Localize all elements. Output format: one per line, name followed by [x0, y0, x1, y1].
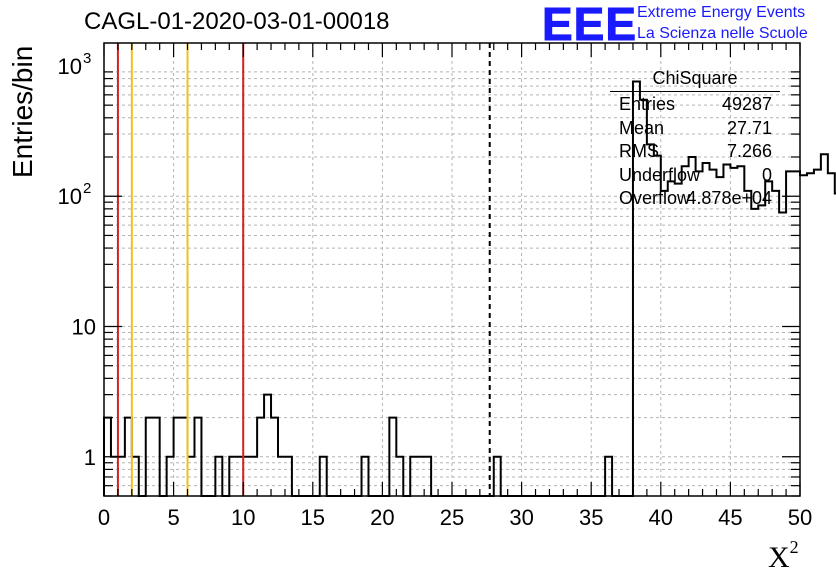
x-tick-label: 25 — [440, 505, 464, 530]
stat-value: 4.878e+04 — [686, 188, 772, 208]
stats-box: ChiSquare Entries 49287 Mean 27.71 RMS 7.26… — [610, 68, 780, 212]
histogram-bin — [167, 457, 174, 496]
histogram-bin — [696, 171, 703, 496]
x-tick-label: 45 — [718, 505, 742, 530]
histogram-bin — [132, 457, 139, 496]
histogram-bin — [188, 457, 195, 496]
logo-line-2: La Scienza nelle Scuole — [637, 25, 808, 42]
histogram-bin — [194, 418, 201, 496]
histogram-bin — [703, 163, 710, 496]
stat-label: Underflow — [619, 164, 701, 185]
histogram-bin — [410, 457, 417, 496]
histogram-bin — [661, 191, 668, 496]
histogram-bin — [737, 166, 744, 496]
y-tick-label: 10 — [58, 54, 82, 79]
stats-row-overflow: Overflow 4.878e+04 — [610, 188, 780, 212]
stat-label: Overflow — [619, 188, 691, 208]
histogram-bin — [744, 191, 751, 496]
histogram-bin — [424, 457, 431, 496]
y-tick-label-exponent: 3 — [83, 50, 91, 67]
x-tick-label: 10 — [231, 505, 255, 530]
x-axis-label-sup: 2 — [789, 537, 799, 557]
histogram-bin — [125, 418, 132, 496]
histogram-bin — [668, 181, 675, 496]
histogram-bin — [786, 171, 793, 496]
eee-logo-text: Extreme Energy Events La Scienza nelle S… — [637, 2, 808, 44]
histogram-bin — [751, 209, 758, 496]
histogram-outline — [103, 80, 836, 497]
histogram-bin — [723, 165, 730, 496]
histogram-bin — [494, 457, 501, 496]
y-tick-label: 1 — [84, 445, 96, 470]
histogram-bin — [821, 154, 828, 496]
stat-value: 49287 — [721, 94, 772, 114]
stats-row-mean: Mean 27.71 — [610, 118, 780, 142]
x-tick-label: 5 — [167, 505, 179, 530]
histogram-bin — [682, 166, 689, 496]
stat-value: 27.71 — [726, 117, 772, 138]
histogram-bin — [257, 418, 264, 496]
histogram-bin — [250, 457, 257, 496]
x-tick-label: 15 — [301, 505, 325, 530]
stats-title: ChiSquare — [610, 68, 780, 92]
histogram-bin — [320, 457, 327, 496]
histogram-bin — [396, 457, 403, 496]
x-axis-label-base: X — [768, 541, 790, 574]
histogram-bin — [716, 177, 723, 496]
stats-row-rms: RMS 7.266 — [610, 141, 780, 165]
histogram-bin — [362, 457, 369, 496]
histogram-bin — [730, 168, 737, 496]
histogram-bin — [828, 173, 835, 496]
stat-label: Mean — [619, 117, 665, 138]
stat-label: Entries — [619, 94, 676, 114]
histogram-bin — [174, 418, 181, 496]
y-tick-label: 10 — [58, 184, 82, 209]
x-tick-label: 30 — [509, 505, 533, 530]
eee-logo: EEE — [541, 0, 638, 50]
x-tick-label: 35 — [579, 505, 603, 530]
y-axis-label: Entries/bin — [7, 45, 38, 178]
histogram-bin — [243, 457, 250, 496]
histogram-bin — [675, 184, 682, 496]
histogram-bin — [118, 457, 125, 496]
histogram-bin — [285, 457, 292, 496]
histogram-bin — [758, 205, 765, 496]
x-tick-label: 50 — [788, 505, 812, 530]
stat-value: 0 — [761, 164, 772, 185]
x-tick-label: 40 — [649, 505, 673, 530]
histogram-bin — [772, 191, 779, 496]
histogram-bin — [765, 181, 772, 496]
stat-value: 7.266 — [726, 141, 772, 161]
histogram-bin — [807, 173, 814, 496]
histogram-bin — [146, 418, 153, 496]
x-tick-label: 0 — [98, 505, 110, 530]
histogram-bin — [710, 170, 717, 496]
y-tick-label-exponent: 2 — [83, 180, 91, 197]
histogram-bin — [271, 418, 278, 496]
histogram-bin — [236, 457, 243, 496]
histogram-bin — [800, 175, 807, 496]
stat-label: RMS — [619, 141, 659, 161]
histogram-bin — [389, 418, 396, 496]
histogram-bin — [779, 212, 786, 496]
histogram-bin — [814, 170, 821, 496]
stats-row-entries: Entries 49287 — [610, 94, 780, 118]
y-tick-label: 10 — [72, 315, 96, 340]
histogram-bin — [181, 418, 188, 496]
logo-line-1: Extreme Energy Events — [637, 4, 806, 21]
histogram-bin — [264, 395, 271, 496]
chart-title: CAGL-01-2020-03-01-00018 — [84, 8, 390, 35]
histogram-bin — [229, 457, 236, 496]
histogram-bin — [417, 457, 424, 496]
histogram-bin — [793, 171, 800, 496]
x-axis-label: X2 — [768, 537, 799, 575]
histogram-bin — [153, 418, 160, 496]
stats-row-underflow: Underflow 0 — [610, 165, 780, 189]
histogram-bin — [215, 457, 222, 496]
histogram-bin — [605, 457, 612, 496]
x-tick-label: 20 — [370, 505, 394, 530]
histogram-bin — [278, 457, 285, 496]
